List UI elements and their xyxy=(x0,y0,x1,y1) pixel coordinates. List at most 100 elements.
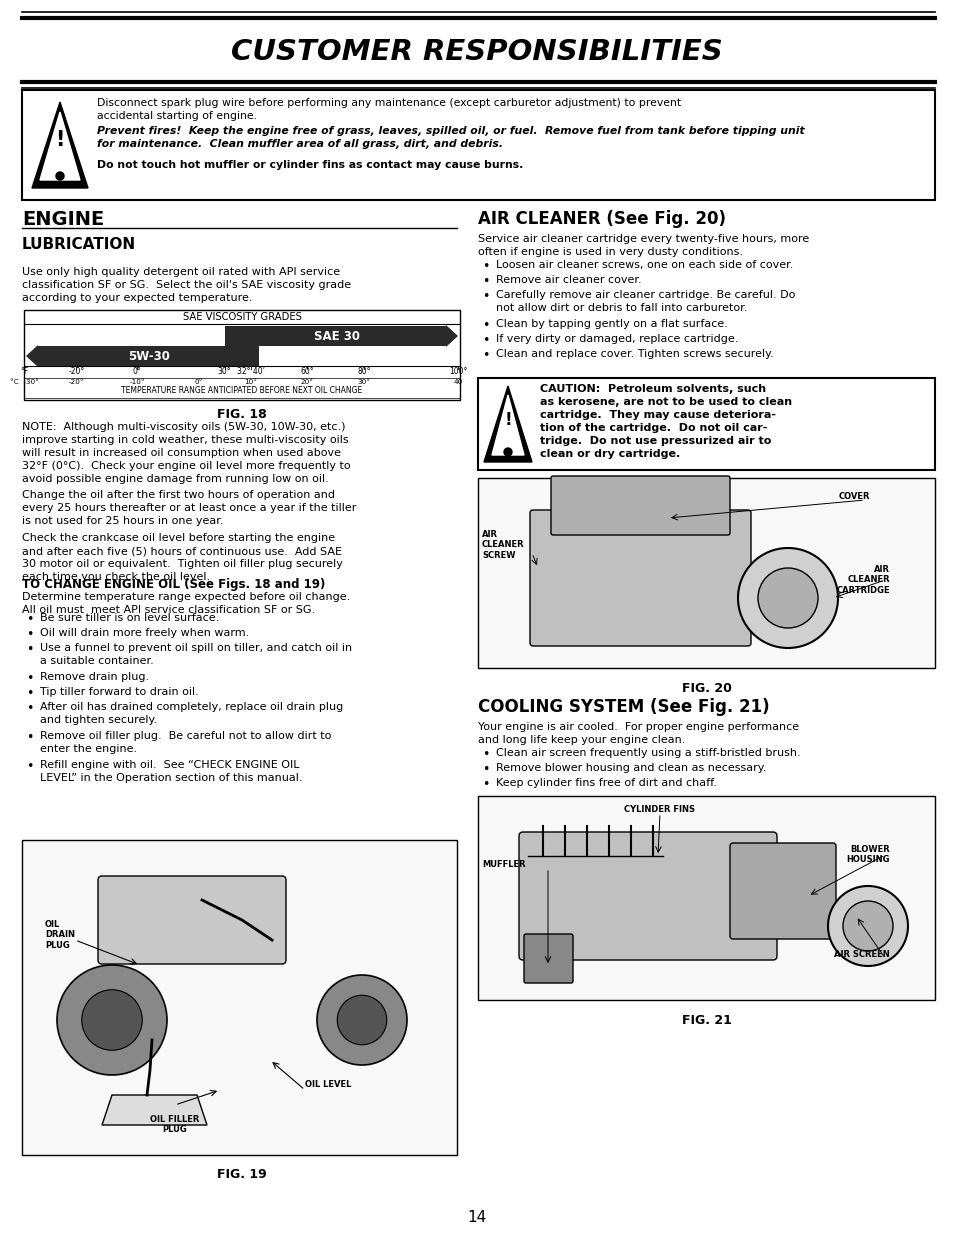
Text: 20°: 20° xyxy=(300,379,314,385)
Text: Loosen air cleaner screws, one on each side of cover.: Loosen air cleaner screws, one on each s… xyxy=(496,261,793,270)
Text: •: • xyxy=(27,643,33,656)
Text: 10°: 10° xyxy=(244,379,257,385)
Text: 0°: 0° xyxy=(194,379,202,385)
Text: TEMPERATURE RANGE ANTICIPATED BEFORE NEXT OIL CHANGE: TEMPERATURE RANGE ANTICIPATED BEFORE NEX… xyxy=(121,387,362,395)
Text: •: • xyxy=(482,333,489,347)
FancyBboxPatch shape xyxy=(530,510,750,646)
FancyBboxPatch shape xyxy=(523,934,573,983)
Circle shape xyxy=(57,965,167,1074)
Text: FIG. 21: FIG. 21 xyxy=(680,1014,731,1028)
Text: SAE 30: SAE 30 xyxy=(314,330,360,342)
Text: 100°: 100° xyxy=(448,367,467,375)
Text: CYLINDER FINS: CYLINDER FINS xyxy=(624,805,695,814)
Text: •: • xyxy=(482,748,489,761)
FancyBboxPatch shape xyxy=(477,478,934,668)
Text: Your engine is air cooled.  For proper engine performance
and long life keep you: Your engine is air cooled. For proper en… xyxy=(477,722,799,745)
Text: !: ! xyxy=(503,411,511,429)
Text: OIL LEVEL: OIL LEVEL xyxy=(305,1079,351,1089)
Text: Keep cylinder fins free of dirt and chaff.: Keep cylinder fins free of dirt and chaf… xyxy=(496,778,717,788)
Text: COVER: COVER xyxy=(838,492,869,501)
FancyBboxPatch shape xyxy=(518,832,776,960)
Text: Clean and replace cover. Tighten screws securely.: Clean and replace cover. Tighten screws … xyxy=(496,350,773,359)
Text: Use only high quality detergent oil rated with API service
classification SF or : Use only high quality detergent oil rate… xyxy=(22,267,351,303)
Text: 14: 14 xyxy=(467,1210,486,1225)
Circle shape xyxy=(56,172,64,180)
Text: OIL
DRAIN
PLUG: OIL DRAIN PLUG xyxy=(45,920,75,950)
Text: BLOWER
HOUSING: BLOWER HOUSING xyxy=(845,845,889,864)
Circle shape xyxy=(337,995,386,1045)
Polygon shape xyxy=(102,1095,207,1125)
Circle shape xyxy=(738,548,837,648)
Text: •: • xyxy=(482,763,489,776)
Text: -10°: -10° xyxy=(130,379,145,385)
Text: •: • xyxy=(482,778,489,790)
Text: 32° 40’: 32° 40’ xyxy=(236,367,264,375)
FancyBboxPatch shape xyxy=(24,310,459,400)
Circle shape xyxy=(316,974,407,1065)
FancyBboxPatch shape xyxy=(224,326,446,346)
Text: Be sure tiller is on level surface.: Be sure tiller is on level surface. xyxy=(40,613,219,622)
Text: AIR SCREEN: AIR SCREEN xyxy=(833,950,889,960)
Text: SAE VISCOSITY GRADES: SAE VISCOSITY GRADES xyxy=(182,312,301,322)
Circle shape xyxy=(503,448,512,456)
Circle shape xyxy=(82,989,142,1050)
Text: 30°: 30° xyxy=(217,367,232,375)
Text: Clean by tapping gently on a flat surface.: Clean by tapping gently on a flat surfac… xyxy=(496,319,727,329)
Text: !: ! xyxy=(55,130,65,149)
FancyBboxPatch shape xyxy=(38,346,259,366)
Text: •: • xyxy=(482,275,489,288)
Text: •: • xyxy=(27,701,33,715)
Text: Refill engine with oil.  See “CHECK ENGINE OIL
LEVEL” in the Operation section o: Refill engine with oil. See “CHECK ENGIN… xyxy=(40,760,302,783)
Text: •: • xyxy=(27,687,33,700)
Text: AIR
CLEANER
CARTRIDGE: AIR CLEANER CARTRIDGE xyxy=(836,564,889,595)
Text: Tip tiller forward to drain oil.: Tip tiller forward to drain oil. xyxy=(40,687,198,697)
Text: •: • xyxy=(482,290,489,303)
Text: NOTE:  Although multi-viscosity oils (5W-30, 10W-30, etc.)
improve starting in c: NOTE: Although multi-viscosity oils (5W-… xyxy=(22,422,351,484)
FancyBboxPatch shape xyxy=(551,475,729,535)
Circle shape xyxy=(827,885,907,966)
Polygon shape xyxy=(492,395,523,454)
Text: Carefully remove air cleaner cartridge. Be careful. Do
not allow dirt or debris : Carefully remove air cleaner cartridge. … xyxy=(496,290,795,312)
Text: COOLING SYSTEM (See Fig. 21): COOLING SYSTEM (See Fig. 21) xyxy=(477,698,769,716)
Text: Disconnect spark plug wire before performing any maintenance (except carburetor : Disconnect spark plug wire before perfor… xyxy=(97,98,680,121)
Text: ENGINE: ENGINE xyxy=(22,210,104,228)
Text: Check the crankcase oil level before starting the engine
and after each five (5): Check the crankcase oil level before sta… xyxy=(22,534,342,582)
Text: Service air cleaner cartridge every twenty-five hours, more
often if engine is u: Service air cleaner cartridge every twen… xyxy=(477,233,808,257)
Text: -20°: -20° xyxy=(69,379,84,385)
Text: 0°: 0° xyxy=(132,367,142,375)
Text: AIR
CLEANER
SCREW: AIR CLEANER SCREW xyxy=(481,530,524,559)
Text: Remove oil filler plug.  Be careful not to allow dirt to
enter the engine.: Remove oil filler plug. Be careful not t… xyxy=(40,731,331,753)
Text: FIG. 18: FIG. 18 xyxy=(217,408,267,421)
Text: Remove drain plug.: Remove drain plug. xyxy=(40,672,149,682)
Circle shape xyxy=(842,902,892,951)
Text: °F: °F xyxy=(20,367,28,375)
Text: MUFFLER: MUFFLER xyxy=(481,860,525,869)
Text: Use a funnel to prevent oil spill on tiller, and catch oil in
a suitable contain: Use a funnel to prevent oil spill on til… xyxy=(40,643,352,666)
Text: AIR CLEANER (See Fig. 20): AIR CLEANER (See Fig. 20) xyxy=(477,210,725,228)
Text: FIG. 20: FIG. 20 xyxy=(680,682,731,695)
Text: LUBRICATION: LUBRICATION xyxy=(22,237,136,252)
FancyBboxPatch shape xyxy=(22,90,934,200)
FancyBboxPatch shape xyxy=(98,876,286,965)
Text: After oil has drained completely, replace oil drain plug
and tighten securely.: After oil has drained completely, replac… xyxy=(40,701,343,725)
Polygon shape xyxy=(483,387,532,462)
Text: •: • xyxy=(27,760,33,773)
FancyBboxPatch shape xyxy=(477,797,934,1000)
Text: CUSTOMER RESPONSIBILITIES: CUSTOMER RESPONSIBILITIES xyxy=(231,38,722,65)
Polygon shape xyxy=(32,103,88,188)
Text: •: • xyxy=(482,261,489,273)
Text: •: • xyxy=(27,613,33,626)
FancyBboxPatch shape xyxy=(477,378,934,471)
Text: Clean air screen frequently using a stiff-bristled brush.: Clean air screen frequently using a stif… xyxy=(496,748,800,758)
Text: •: • xyxy=(27,731,33,743)
Text: •: • xyxy=(27,672,33,685)
Text: Remove air cleaner cover.: Remove air cleaner cover. xyxy=(496,275,641,285)
Text: Change the oil after the first two hours of operation and
every 25 hours thereaf: Change the oil after the first two hours… xyxy=(22,490,356,526)
FancyBboxPatch shape xyxy=(729,844,835,939)
Polygon shape xyxy=(26,345,38,367)
Polygon shape xyxy=(40,112,80,180)
Text: 60°: 60° xyxy=(300,367,314,375)
Text: •: • xyxy=(27,629,33,641)
Text: OIL FILLER
PLUG: OIL FILLER PLUG xyxy=(151,1115,199,1135)
Text: Determine temperature range expected before oil change.
All oil must  meet API s: Determine temperature range expected bef… xyxy=(22,592,350,615)
